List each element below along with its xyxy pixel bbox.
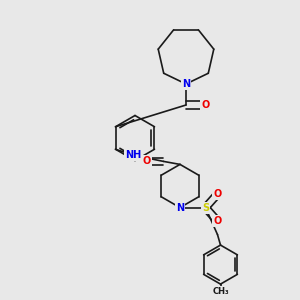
- Text: CH₃: CH₃: [212, 287, 229, 296]
- Text: O: O: [213, 216, 222, 226]
- Text: N: N: [182, 79, 190, 89]
- Text: O: O: [143, 156, 151, 167]
- Text: O: O: [213, 189, 222, 199]
- Text: O: O: [201, 100, 210, 110]
- Text: S: S: [202, 202, 209, 213]
- Text: NH: NH: [125, 150, 142, 160]
- Text: N: N: [176, 202, 184, 213]
